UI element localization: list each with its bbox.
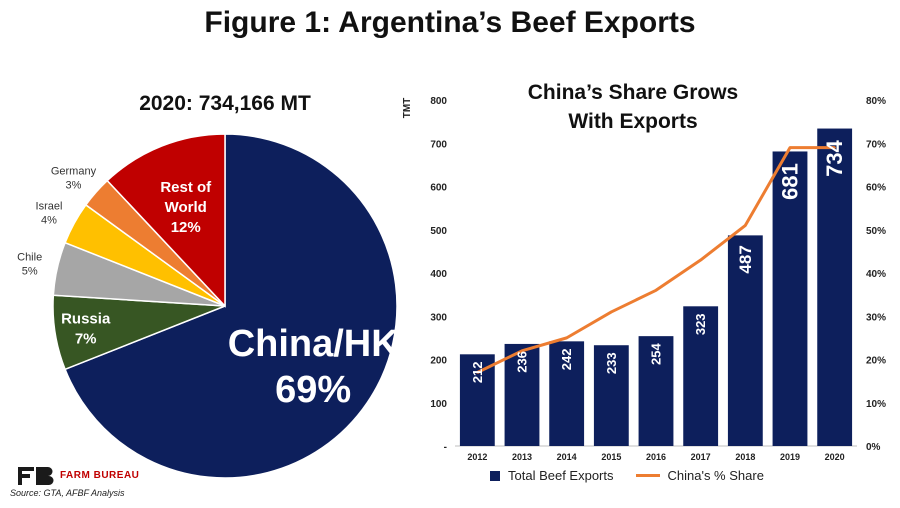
x-tick-label: 2017 <box>691 452 711 462</box>
pie-label-rest-of-world: World <box>165 199 207 216</box>
x-tick-label: 2012 <box>467 452 487 462</box>
bar-2018 <box>727 235 763 446</box>
legend-label-exports: Total Beef Exports <box>508 468 614 483</box>
bar-value-label-2012: 212 <box>470 361 485 383</box>
pie-label-russia: Russia <box>61 310 111 327</box>
pie-label-israel-value: 4% <box>41 214 57 226</box>
pie-label-chile-value: 5% <box>22 266 38 278</box>
y2-tick-label: 60% <box>866 183 886 194</box>
x-tick-label: 2020 <box>825 452 845 462</box>
china-share-point-2018 <box>744 224 747 227</box>
y-tick-label: 600 <box>430 183 447 194</box>
pie-label-china-hk-value: 69% <box>275 369 351 411</box>
bar-chart-title-line-2: With Exports <box>568 110 698 133</box>
x-tick-label: 2013 <box>512 452 532 462</box>
y-tick-label: 500 <box>430 226 447 237</box>
bar-value-label-2020: 734 <box>822 139 847 176</box>
y2-tick-label: 50% <box>866 226 886 237</box>
y-tick-label: 700 <box>430 139 447 150</box>
x-tick-label: 2015 <box>601 452 621 462</box>
bar-2017 <box>683 306 719 446</box>
bar-2013 <box>504 343 540 446</box>
legend: Total Beef Exports China's % Share <box>490 468 764 483</box>
pie-slice-china-hk <box>64 133 398 479</box>
bar-chart-title-line-1: China’s Share Grows <box>527 81 739 104</box>
bar-value-label-2013: 236 <box>515 351 530 373</box>
china-share-point-2013 <box>520 349 524 353</box>
y-axis-label: TMT <box>402 98 413 119</box>
y2-tick-label: 0% <box>866 442 881 453</box>
bar-2014 <box>549 341 585 446</box>
pie-chart-title: 2020: 734,166 MT <box>139 92 311 115</box>
pie-label-china-hk: China/HK <box>228 323 400 365</box>
china-share-point-2016 <box>654 289 658 292</box>
pie-label-rest-of-world: Rest of <box>160 179 212 196</box>
farm-bureau-logo-icon <box>18 467 54 485</box>
y2-tick-label: 30% <box>866 312 886 323</box>
y2-tick-label: 20% <box>866 356 886 367</box>
pie-slice-rest-of-world <box>106 133 226 308</box>
bar-value-label-2017: 323 <box>693 313 708 335</box>
logo-text: FARM BUREAU <box>60 470 140 481</box>
x-tick-label: 2014 <box>557 452 577 462</box>
source-note: Source: GTA, AFBF Analysis <box>10 488 125 498</box>
bar-value-label-2018: 487 <box>736 245 755 273</box>
china-share-point-2015 <box>610 310 613 314</box>
bar-chart-title: China’s Share Grows With Exports <box>468 78 798 136</box>
bar-value-label-2019: 681 <box>778 163 803 200</box>
bar-line-chart: - 100 200 300 400 500 600 700 800 TMT 0% 10% 20% 30% 4… <box>402 96 886 462</box>
bar-2016 <box>638 336 674 446</box>
pie-label-germany: Germany <box>51 166 97 178</box>
china-share-point-2012 <box>476 371 479 374</box>
bar-2015 <box>593 345 629 446</box>
y2-tick-label: 80% <box>866 96 886 107</box>
x-tick-label: 2018 <box>735 452 755 462</box>
y2-tick-label: 40% <box>866 269 886 280</box>
bar-value-label-2016: 254 <box>649 343 664 365</box>
legend-label-share: China's % Share <box>667 468 764 483</box>
pie-label-rest-of-world-value: 12% <box>171 219 201 236</box>
y-tick-label: 100 <box>430 399 447 410</box>
y2-tick-label: 10% <box>866 399 886 410</box>
y-tick-label: - <box>444 442 447 453</box>
legend-swatch-bar <box>490 470 500 481</box>
bar-2012 <box>459 354 495 446</box>
bar-2019 <box>772 151 808 446</box>
bar-value-label-2015: 233 <box>604 352 619 374</box>
pie-label-germany-value: 3% <box>66 180 82 192</box>
bar-2020 <box>817 128 853 447</box>
legend-swatch-line <box>635 474 660 477</box>
x-tick-label: 2016 <box>646 452 666 462</box>
china-share-point-2020 <box>833 146 836 149</box>
bar-value-label-2014: 242 <box>559 348 574 370</box>
main-title: Figure 1: Argentina’s Beef Exports <box>204 6 696 39</box>
china-share-point-2019 <box>788 146 792 149</box>
pie-label-chile: Chile <box>17 252 42 264</box>
y-tick-label: 400 <box>430 269 447 280</box>
y-tick-label: 200 <box>430 356 447 367</box>
x-tick-label: 2019 <box>780 452 800 462</box>
y-tick-label: 300 <box>430 312 447 323</box>
china-share-point-2014 <box>565 336 568 340</box>
pie-label-russia-value: 7% <box>75 330 97 347</box>
china-share-point-2017 <box>699 258 702 262</box>
y-tick-label: 800 <box>430 96 447 107</box>
y2-tick-label: 70% <box>866 139 886 150</box>
pie-label-israel: Israel <box>36 200 63 212</box>
